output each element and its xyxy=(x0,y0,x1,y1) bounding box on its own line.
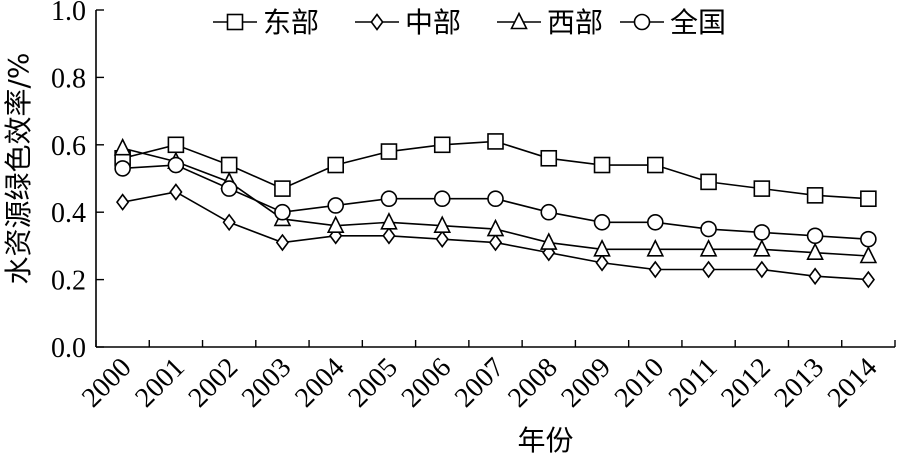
data-point xyxy=(593,238,611,257)
series-circle xyxy=(114,156,877,248)
legend-label: 中部 xyxy=(405,6,461,39)
legend-label: 西部 xyxy=(547,6,603,39)
x-tick-label: 2005 xyxy=(342,352,404,414)
y-tick-label: 0.6 xyxy=(51,131,86,162)
data-point xyxy=(275,233,290,252)
legend-item: 西部 xyxy=(497,6,603,39)
legend-item: 全国 xyxy=(620,6,726,39)
data-point xyxy=(113,137,132,156)
data-point xyxy=(646,156,664,174)
data-point xyxy=(595,253,609,272)
data-point xyxy=(220,156,238,174)
data-point xyxy=(806,187,824,204)
x-tick-label: 2003 xyxy=(236,352,298,414)
data-point xyxy=(487,190,504,208)
data-point xyxy=(646,238,665,257)
data-point xyxy=(433,136,451,154)
legend-label: 东部 xyxy=(263,6,319,39)
legend-marker xyxy=(370,13,384,31)
data-point xyxy=(274,203,291,221)
x-tick-label: 2007 xyxy=(449,352,511,414)
data-point xyxy=(380,212,398,230)
data-point xyxy=(486,218,505,237)
data-point xyxy=(806,242,824,260)
x-tick-label: 2011 xyxy=(663,352,724,413)
data-point xyxy=(808,267,822,286)
data-point xyxy=(700,173,717,191)
x-axis-title: 年份 xyxy=(517,424,573,457)
legend: 东部 中部 西部 全国 xyxy=(213,6,726,39)
data-point xyxy=(274,180,291,197)
y-tick-label: 0.0 xyxy=(51,333,86,364)
y-tick-label: 0.2 xyxy=(51,266,86,297)
data-point xyxy=(487,133,504,150)
data-point xyxy=(701,260,716,279)
series-diamond xyxy=(116,183,875,289)
legend-item: 东部 xyxy=(213,6,319,39)
x-tick-label: 2014 xyxy=(822,352,884,414)
data-point xyxy=(116,193,130,211)
data-point xyxy=(327,156,345,174)
data-point xyxy=(380,143,398,160)
x-tick-label: 2001 xyxy=(129,352,191,414)
data-point xyxy=(433,215,452,233)
axes: 0.00.20.40.60.81.02000200120022003200420… xyxy=(51,0,896,414)
x-tick-label: 2012 xyxy=(715,352,777,414)
legend-marker xyxy=(510,11,528,30)
data-point xyxy=(806,227,824,245)
x-tick-label: 2013 xyxy=(769,352,831,414)
data-point xyxy=(326,215,345,233)
data-point xyxy=(860,190,877,208)
data-point xyxy=(753,180,771,197)
series-layer xyxy=(113,133,878,289)
x-tick-label: 2008 xyxy=(502,352,564,414)
x-tick-label: 2002 xyxy=(183,352,245,414)
data-point xyxy=(488,233,503,252)
data-point xyxy=(593,214,611,231)
data-point xyxy=(539,232,558,250)
data-point xyxy=(755,260,769,279)
data-point xyxy=(593,156,611,174)
legend-marker xyxy=(226,13,244,31)
data-point xyxy=(699,238,718,257)
data-point xyxy=(648,260,662,279)
x-tick-label: 2010 xyxy=(609,352,671,414)
data-point xyxy=(380,190,398,208)
data-point xyxy=(222,213,236,232)
y-tick-label: 0.8 xyxy=(51,63,86,94)
legend-label: 全国 xyxy=(670,6,726,39)
data-point xyxy=(169,183,183,201)
data-point xyxy=(114,160,131,177)
data-point xyxy=(860,230,877,248)
x-tick-label: 2006 xyxy=(396,352,458,414)
data-point xyxy=(753,238,771,257)
data-point xyxy=(220,180,238,197)
data-point xyxy=(435,230,449,248)
data-point xyxy=(433,190,451,208)
data-point xyxy=(753,224,771,241)
data-point xyxy=(700,220,717,238)
y-tick-label: 1.0 xyxy=(51,0,86,27)
data-point xyxy=(382,226,396,245)
data-point xyxy=(327,197,345,214)
y-axis-title: 水资源绿色效率/% xyxy=(2,52,35,284)
legend-marker xyxy=(633,13,651,31)
data-point xyxy=(859,245,878,264)
x-tick-label: 2009 xyxy=(555,352,617,414)
data-point xyxy=(540,203,558,221)
data-point xyxy=(167,136,185,154)
x-tick-label: 2004 xyxy=(289,352,351,414)
data-point xyxy=(861,270,875,289)
data-point xyxy=(540,149,558,167)
data-point xyxy=(167,156,185,174)
legend-item: 中部 xyxy=(355,6,461,39)
y-tick-label: 0.4 xyxy=(51,198,86,229)
data-point xyxy=(646,214,664,231)
